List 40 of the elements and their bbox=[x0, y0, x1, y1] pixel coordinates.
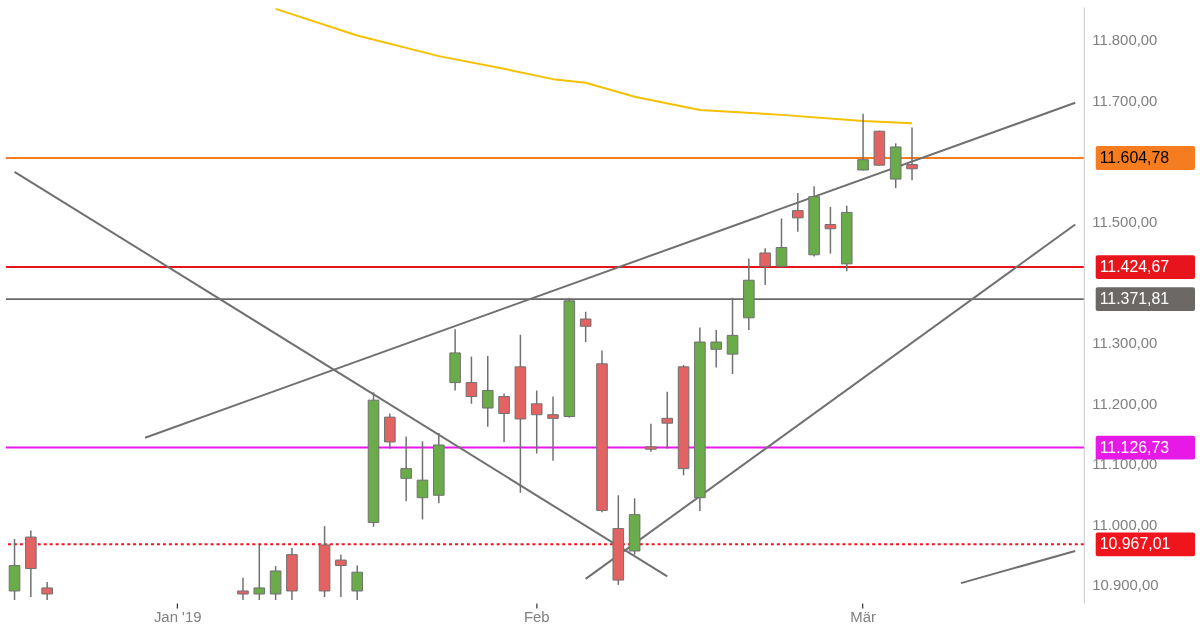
ref-line-label: 11.371,81 bbox=[1099, 290, 1170, 308]
ref-line-label: 11.424,67 bbox=[1099, 258, 1170, 276]
x-tick-label: Jan '19 bbox=[153, 609, 202, 626]
candlestick bbox=[759, 247, 771, 286]
x-tick-label: Mär bbox=[850, 609, 876, 626]
candlestick bbox=[906, 126, 918, 182]
ref-line-label: 11.604,78 bbox=[1099, 148, 1170, 166]
y-tick-label: 11.800,00 bbox=[1092, 32, 1158, 49]
ref-line-label: 11.126,73 bbox=[1099, 438, 1170, 456]
candlestick bbox=[41, 581, 53, 601]
candlestick bbox=[579, 310, 592, 343]
candlestick bbox=[792, 192, 804, 233]
x-tick-label: Feb bbox=[523, 609, 550, 626]
y-tick-label: 11.200,00 bbox=[1092, 395, 1158, 412]
candlestick bbox=[530, 389, 543, 455]
candlestick bbox=[416, 440, 429, 521]
candlestick bbox=[237, 576, 249, 601]
ref-line-label: 10.967,01 bbox=[1099, 535, 1171, 553]
candlestick bbox=[269, 565, 282, 601]
candlestick bbox=[253, 544, 266, 601]
candlestick bbox=[547, 395, 559, 462]
candlestick bbox=[824, 206, 837, 255]
candlestick bbox=[710, 329, 723, 369]
candlestick bbox=[775, 217, 788, 269]
y-tick-label: 11.300,00 bbox=[1092, 335, 1158, 352]
candlestick bbox=[498, 392, 510, 443]
candlestick bbox=[351, 564, 364, 601]
y-tick-label: 11.100,00 bbox=[1092, 456, 1158, 473]
y-tick-label: 11.700,00 bbox=[1092, 92, 1158, 109]
candlestick bbox=[661, 390, 674, 450]
candlestick bbox=[465, 355, 478, 405]
y-tick-label: 10.900,00 bbox=[1092, 577, 1159, 594]
candlestick bbox=[335, 553, 347, 598]
candlestick bbox=[857, 112, 869, 172]
candlestick bbox=[481, 355, 494, 428]
y-tick-label: 11.000,00 bbox=[1092, 516, 1158, 533]
y-tick-label: 11.500,00 bbox=[1092, 213, 1158, 230]
candlestick bbox=[645, 423, 657, 453]
line-series bbox=[274, 7, 914, 125]
candlestick bbox=[400, 435, 412, 503]
